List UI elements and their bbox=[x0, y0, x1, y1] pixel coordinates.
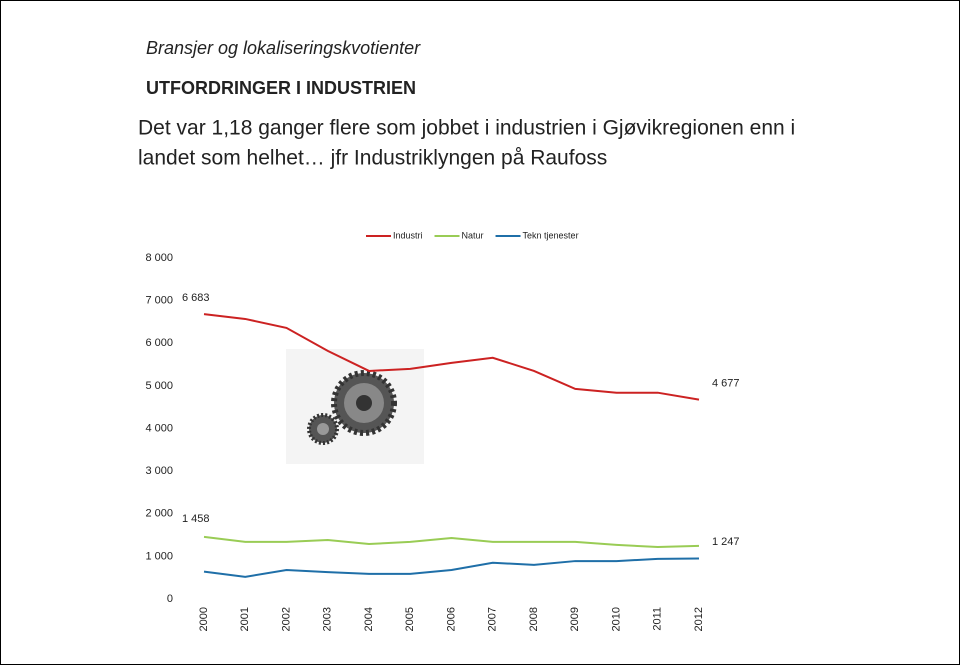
y-tick-label: 5 000 bbox=[145, 380, 173, 392]
series-line bbox=[203, 535, 700, 548]
legend-label: Industri bbox=[393, 230, 423, 240]
x-tick-label: 2006 bbox=[445, 607, 457, 631]
y-tick-label: 3 000 bbox=[145, 465, 173, 477]
x-tick-label: 2007 bbox=[487, 607, 499, 631]
x-tick-label: 2005 bbox=[404, 607, 416, 631]
legend-label: Natur bbox=[462, 230, 484, 240]
data-label: 1 247 bbox=[712, 536, 740, 548]
series-line bbox=[203, 557, 700, 578]
x-tick-label: 2001 bbox=[239, 607, 251, 631]
y-tick-label: 8 000 bbox=[145, 252, 173, 264]
legend-label: Tekn tjenester bbox=[523, 230, 579, 240]
x-tick-label: 2008 bbox=[528, 607, 540, 631]
x-tick-label: 2000 bbox=[198, 607, 210, 631]
data-label: 1 458 bbox=[182, 513, 210, 525]
x-tick-label: 2012 bbox=[693, 607, 705, 631]
y-tick-label: 4 000 bbox=[145, 422, 173, 434]
series-line bbox=[203, 313, 700, 401]
y-tick-label: 0 bbox=[167, 593, 173, 605]
y-tick-label: 1 000 bbox=[145, 550, 173, 562]
body-line: landet som helhet… jfr Industriklyngen p… bbox=[138, 147, 607, 170]
title: UTFORDRINGER I INDUSTRIEN bbox=[146, 78, 416, 98]
y-tick-label: 6 000 bbox=[145, 337, 173, 349]
data-label: 4 677 bbox=[712, 378, 740, 390]
gear-image bbox=[286, 349, 424, 464]
x-tick-label: 2011 bbox=[652, 607, 664, 631]
x-tick-label: 2004 bbox=[363, 607, 375, 631]
x-tick-label: 2003 bbox=[322, 607, 334, 631]
x-tick-label: 2010 bbox=[610, 607, 622, 631]
y-tick-label: 7 000 bbox=[145, 295, 173, 307]
y-tick-label: 2 000 bbox=[145, 508, 173, 520]
x-tick-label: 2009 bbox=[569, 607, 581, 631]
subtitle: Bransjer og lokaliseringskvotienter bbox=[146, 38, 421, 58]
body-line: Det var 1,18 ganger flere som jobbet i i… bbox=[138, 117, 795, 140]
x-tick-label: 2002 bbox=[280, 607, 292, 631]
data-label: 6 683 bbox=[182, 292, 210, 304]
